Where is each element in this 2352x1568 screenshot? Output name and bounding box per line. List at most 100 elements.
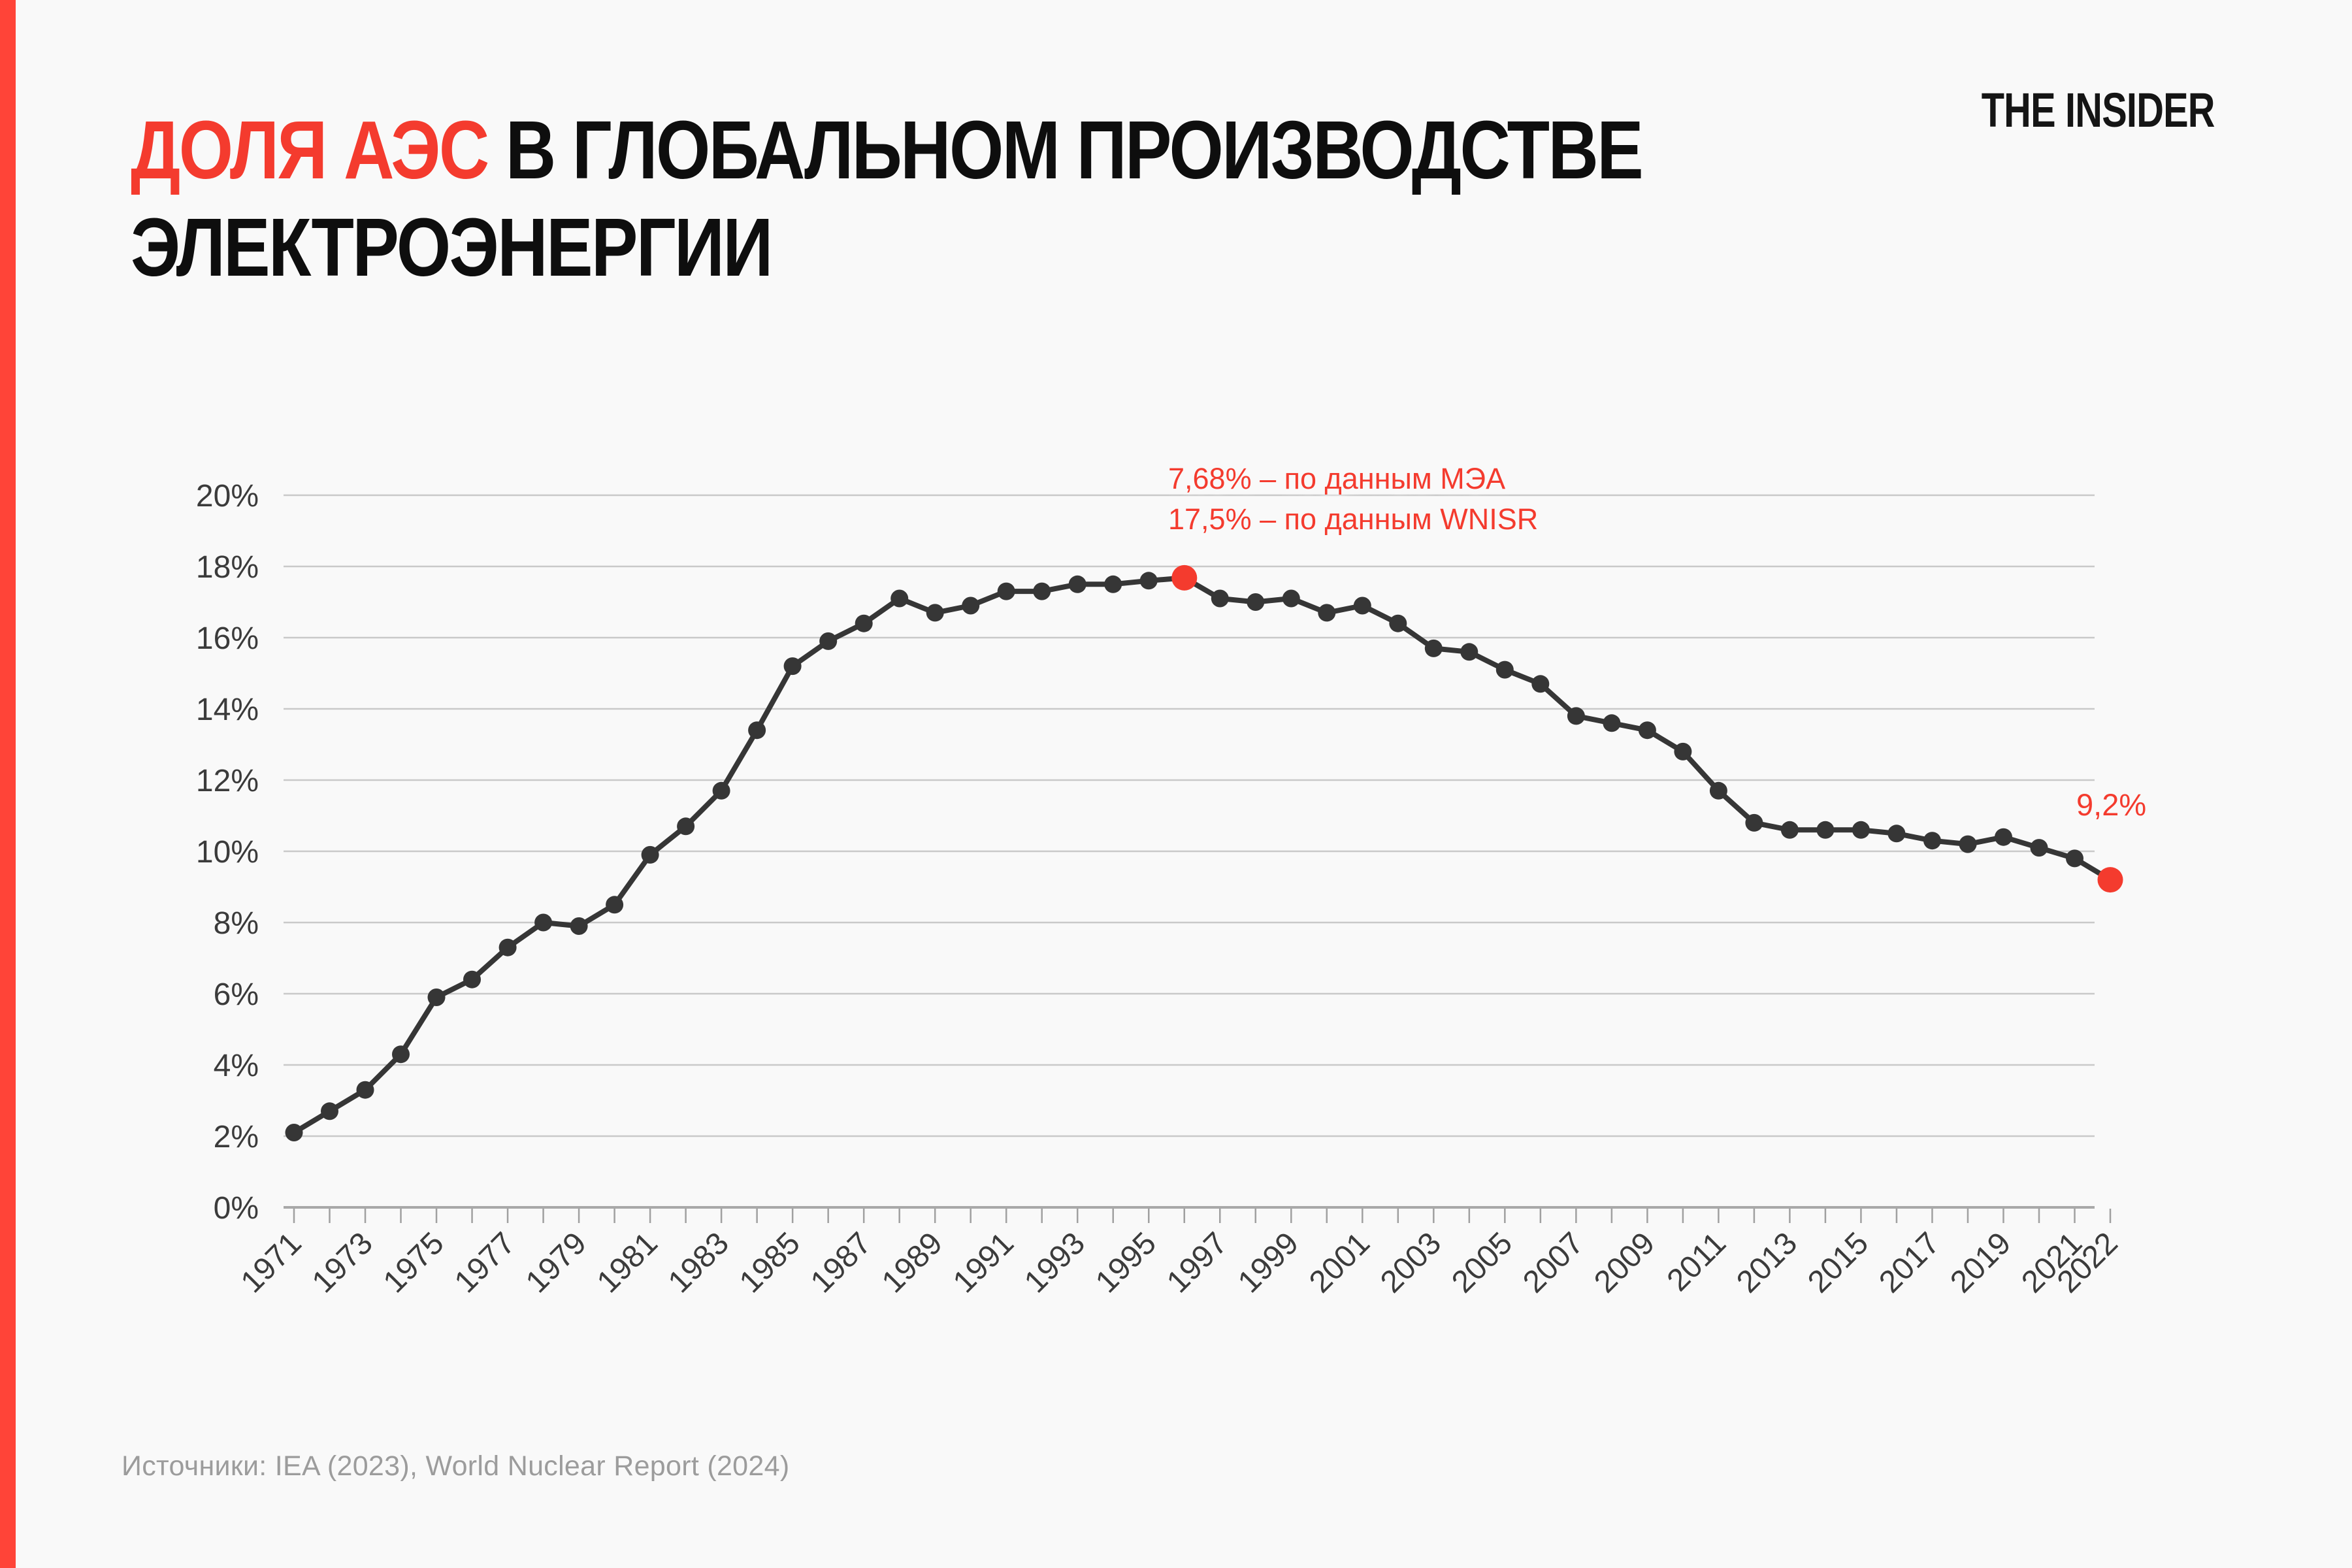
data-point (1068, 575, 1086, 593)
x-tick-label: 1983 (662, 1226, 736, 1299)
x-tick-label: 1995 (1089, 1226, 1163, 1299)
x-tick-label: 1999 (1232, 1226, 1305, 1299)
x-tick-label: 2001 (1303, 1226, 1377, 1299)
data-point (783, 657, 802, 676)
data-point (285, 1124, 303, 1141)
data-point (926, 604, 944, 622)
data-point-highlight (1171, 564, 1198, 591)
x-tick-label: 1997 (1160, 1226, 1234, 1299)
data-point (712, 781, 730, 800)
x-tick-label: 2011 (1661, 1226, 1733, 1298)
title-line2: ЭЛЕКТРОЭНЕРГИИ (131, 201, 773, 293)
data-point (819, 632, 838, 650)
data-point (606, 896, 624, 914)
x-tick-label: 2005 (1445, 1226, 1519, 1299)
y-tick-label: 6% (214, 977, 259, 1012)
data-point (1353, 596, 1371, 615)
x-tick-label: 1977 (448, 1226, 522, 1299)
data-point (392, 1045, 410, 1064)
y-tick-label: 12% (196, 764, 259, 798)
x-tick-label: 1971 (235, 1226, 308, 1299)
data-point (1211, 589, 1229, 608)
final-value-label: 9,2% (2076, 787, 2147, 822)
brand-logo: THE INSIDER (1981, 83, 2215, 137)
data-point (641, 845, 659, 864)
x-tick-label: 2017 (1872, 1226, 1946, 1299)
data-line (291, 575, 2113, 1135)
peak-annotation-line1: 7,68% – по данным МЭА (1168, 462, 1506, 495)
y-tick-label: 10% (196, 835, 259, 870)
x-tick-label: 1985 (733, 1226, 807, 1299)
data-point (1495, 661, 1514, 679)
data-point (1318, 604, 1336, 622)
data-point (997, 582, 1015, 600)
data-point (890, 589, 909, 608)
data-point (1923, 832, 1941, 850)
y-axis-labels: 0% 2% 4% 6% 8% 10% 12% 14% 16% 18% 20% (196, 479, 259, 1226)
data-point (1745, 813, 1763, 832)
y-tick-label: 14% (196, 693, 259, 727)
title-highlight: ДОЛЯ АЭС (131, 104, 489, 196)
data-point (1247, 593, 1265, 611)
data-point (1995, 828, 2012, 846)
data-point (356, 1081, 374, 1099)
data-point (748, 721, 766, 740)
x-tick-label: 1987 (804, 1226, 878, 1299)
peak-annotation: 7,68% – по данным МЭА 17,5% – по данным … (1168, 459, 1538, 540)
x-tick-label: 2007 (1516, 1226, 1590, 1299)
y-tick-label: 2% (214, 1120, 259, 1154)
peak-annotation-line2: 17,5% – по данным WNISR (1168, 502, 1539, 536)
y-tick-label: 4% (214, 1049, 259, 1083)
x-axis-labels: 1971197319751977197919811983198519871989… (235, 1226, 2125, 1299)
data-point (1104, 575, 1122, 593)
x-tick-label: 1981 (591, 1226, 664, 1299)
title-line1-rest: В ГЛОБАЛЬНОМ ПРОИЗВОДСТВЕ (505, 104, 1644, 196)
grid-lines (284, 494, 2095, 1209)
data-point (427, 988, 446, 1006)
data-point (677, 817, 695, 836)
data-points (285, 564, 2123, 1141)
x-tick-label: 2003 (1374, 1226, 1448, 1299)
x-tick-label: 1975 (377, 1226, 451, 1299)
data-point (498, 938, 517, 956)
data-point (1424, 639, 1443, 657)
source-note: Источники: IEA (2023), World Nuclear Rep… (122, 1450, 790, 1482)
data-point (962, 596, 980, 615)
x-tick-label: 2015 (1801, 1226, 1875, 1299)
data-point (321, 1102, 338, 1120)
y-tick-label: 16% (196, 621, 259, 656)
data-point (1389, 614, 1407, 632)
data-point (2030, 839, 2048, 857)
data-point (1709, 781, 1727, 800)
data-point (1139, 572, 1158, 590)
data-point (1887, 825, 1906, 843)
data-point (570, 917, 588, 935)
data-point-highlight (2097, 867, 2123, 893)
data-point (1638, 721, 1656, 740)
y-tick-label: 18% (196, 550, 259, 585)
y-tick-label: 20% (196, 479, 259, 514)
data-point (855, 614, 873, 632)
x-tick-label: 2009 (1588, 1226, 1661, 1299)
data-point (2066, 849, 2083, 868)
data-point (1033, 582, 1051, 600)
data-point (1460, 643, 1478, 661)
x-tick-label: 1989 (875, 1226, 949, 1299)
data-point (1816, 821, 1835, 839)
brand-red-bar (0, 0, 16, 1568)
data-point (1674, 742, 1692, 760)
y-tick-label: 8% (214, 906, 259, 941)
x-tick-label: 1979 (519, 1226, 593, 1299)
data-point (534, 913, 553, 932)
x-tick-label: 2013 (1730, 1226, 1804, 1299)
x-tick-label: 2019 (1944, 1226, 2017, 1299)
data-point (1852, 821, 1870, 839)
data-point (1780, 821, 1799, 839)
data-point (1603, 714, 1621, 732)
data-point (1531, 675, 1550, 693)
data-point (1282, 589, 1300, 608)
data-point (463, 970, 481, 988)
data-point (1959, 835, 1977, 853)
